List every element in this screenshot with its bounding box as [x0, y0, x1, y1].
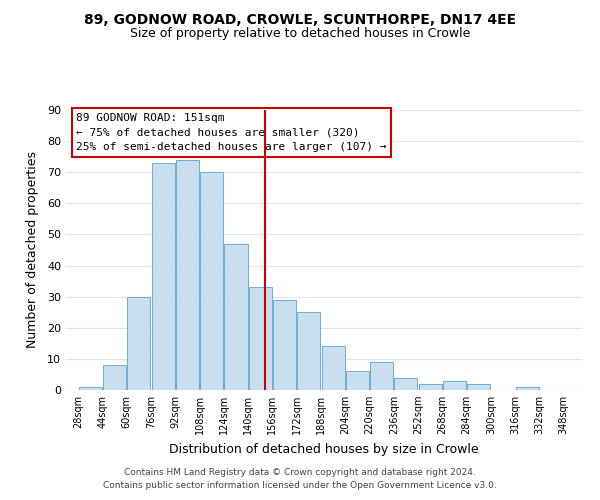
- Bar: [346, 372, 369, 390]
- Bar: [322, 346, 344, 390]
- Bar: [273, 300, 296, 390]
- Bar: [419, 384, 442, 390]
- Bar: [176, 160, 199, 390]
- Text: 89 GODNOW ROAD: 151sqm
← 75% of detached houses are smaller (320)
25% of semi-de: 89 GODNOW ROAD: 151sqm ← 75% of detached…: [76, 113, 387, 152]
- Bar: [103, 365, 126, 390]
- Bar: [79, 387, 102, 390]
- Bar: [394, 378, 418, 390]
- Y-axis label: Number of detached properties: Number of detached properties: [26, 152, 38, 348]
- Bar: [516, 387, 539, 390]
- Text: Contains HM Land Registry data © Crown copyright and database right 2024.
Contai: Contains HM Land Registry data © Crown c…: [103, 468, 497, 490]
- Bar: [370, 362, 393, 390]
- Bar: [152, 163, 175, 390]
- Text: Size of property relative to detached houses in Crowle: Size of property relative to detached ho…: [130, 28, 470, 40]
- Bar: [249, 288, 272, 390]
- Bar: [297, 312, 320, 390]
- X-axis label: Distribution of detached houses by size in Crowle: Distribution of detached houses by size …: [169, 442, 479, 456]
- Bar: [224, 244, 248, 390]
- Text: 89, GODNOW ROAD, CROWLE, SCUNTHORPE, DN17 4EE: 89, GODNOW ROAD, CROWLE, SCUNTHORPE, DN1…: [84, 12, 516, 26]
- Bar: [127, 296, 151, 390]
- Bar: [443, 380, 466, 390]
- Bar: [467, 384, 490, 390]
- Bar: [200, 172, 223, 390]
